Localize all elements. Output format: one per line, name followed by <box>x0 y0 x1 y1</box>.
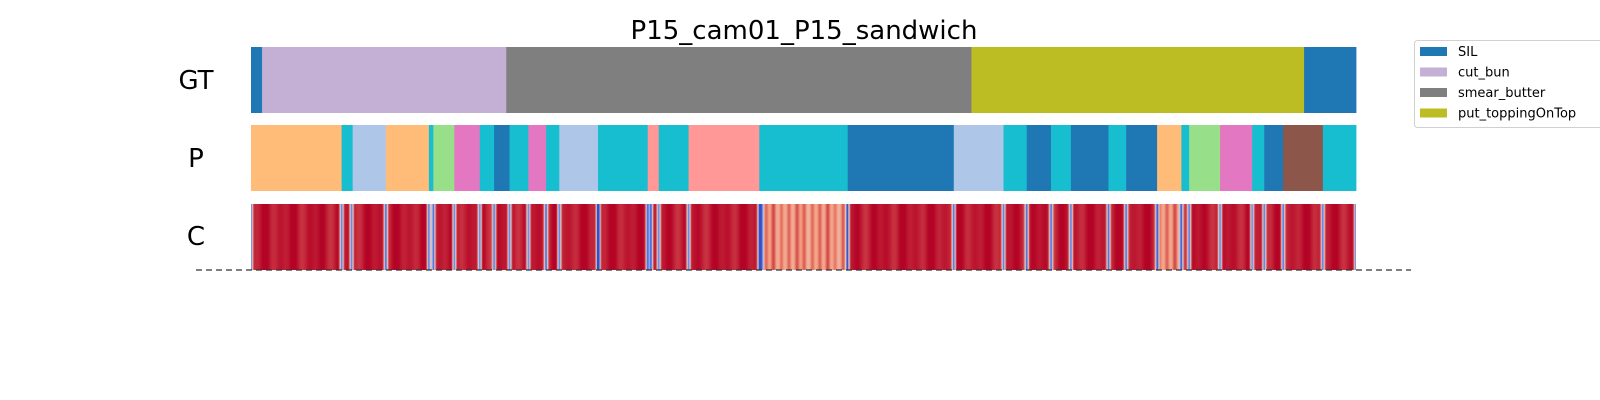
legend-label-0: SIL <box>1458 45 1478 60</box>
legend-label-2: smear_butter <box>1458 86 1546 101</box>
confidence-bar <box>251 204 1356 270</box>
pred-segment-5 <box>433 125 455 191</box>
gt-segment-0 <box>251 47 263 113</box>
pred-segment-19 <box>953 125 1004 191</box>
pred-segment-13 <box>597 125 649 191</box>
pred-segment-22 <box>1051 125 1072 191</box>
pred-segment-2 <box>352 125 387 191</box>
pred-segment-23 <box>1070 125 1109 191</box>
pred-segment-26 <box>1157 125 1182 191</box>
legend-label-3: put_toppingOnTop <box>1458 107 1576 122</box>
pred-segment-6 <box>454 125 481 191</box>
pred-segment-32 <box>1283 125 1324 191</box>
legend-swatch-1 <box>1420 67 1447 77</box>
legend-swatch-0 <box>1420 47 1447 56</box>
pred-segment-1 <box>341 125 354 191</box>
pred-segment-21 <box>1026 125 1052 191</box>
pred-segment-30 <box>1252 125 1265 191</box>
pred-segment-24 <box>1108 125 1127 191</box>
pred-segment-18 <box>847 125 955 191</box>
gt-segment-1 <box>262 47 507 113</box>
pred-segment-14 <box>647 125 660 191</box>
prediction-segment-bar <box>251 125 1357 191</box>
pred-segment-29 <box>1220 125 1253 191</box>
pred-segment-4 <box>428 125 434 191</box>
legend: SIL cut_bun smear_butter put_toppingOnTop <box>1414 40 1600 128</box>
pred-segment-17 <box>759 125 849 191</box>
pred-segment-8 <box>494 125 510 191</box>
pred-segment-12 <box>559 125 599 191</box>
chart-title: P15_cam01_P15_sandwich <box>631 16 978 46</box>
pred-segment-0 <box>251 125 343 191</box>
gt-segment-3 <box>971 47 1305 113</box>
pred-segment-11 <box>546 125 560 191</box>
legend-frame <box>1414 40 1600 128</box>
pred-segment-10 <box>528 125 547 191</box>
row-label-gt: GT <box>178 66 213 96</box>
pred-segment-7 <box>479 125 495 191</box>
legend-swatch-3 <box>1420 108 1447 118</box>
pred-segment-31 <box>1264 125 1284 191</box>
legend-swatch-2 <box>1420 88 1447 97</box>
row-label-p: P <box>188 144 204 174</box>
pred-segment-9 <box>509 125 529 191</box>
gt-segment-bar <box>251 47 1357 113</box>
legend-label-1: cut_bun <box>1458 66 1510 81</box>
pred-segment-16 <box>688 125 760 191</box>
pred-segment-20 <box>1003 125 1028 191</box>
row-label-c: C <box>187 222 205 252</box>
gt-segment-2 <box>506 47 972 113</box>
pred-segment-33 <box>1322 125 1357 191</box>
pred-segment-3 <box>385 125 430 191</box>
pred-segment-15 <box>658 125 689 191</box>
gt-segment-4 <box>1304 47 1357 113</box>
pred-segment-28 <box>1189 125 1221 191</box>
pred-segment-27 <box>1181 125 1190 191</box>
pred-segment-25 <box>1126 125 1158 191</box>
